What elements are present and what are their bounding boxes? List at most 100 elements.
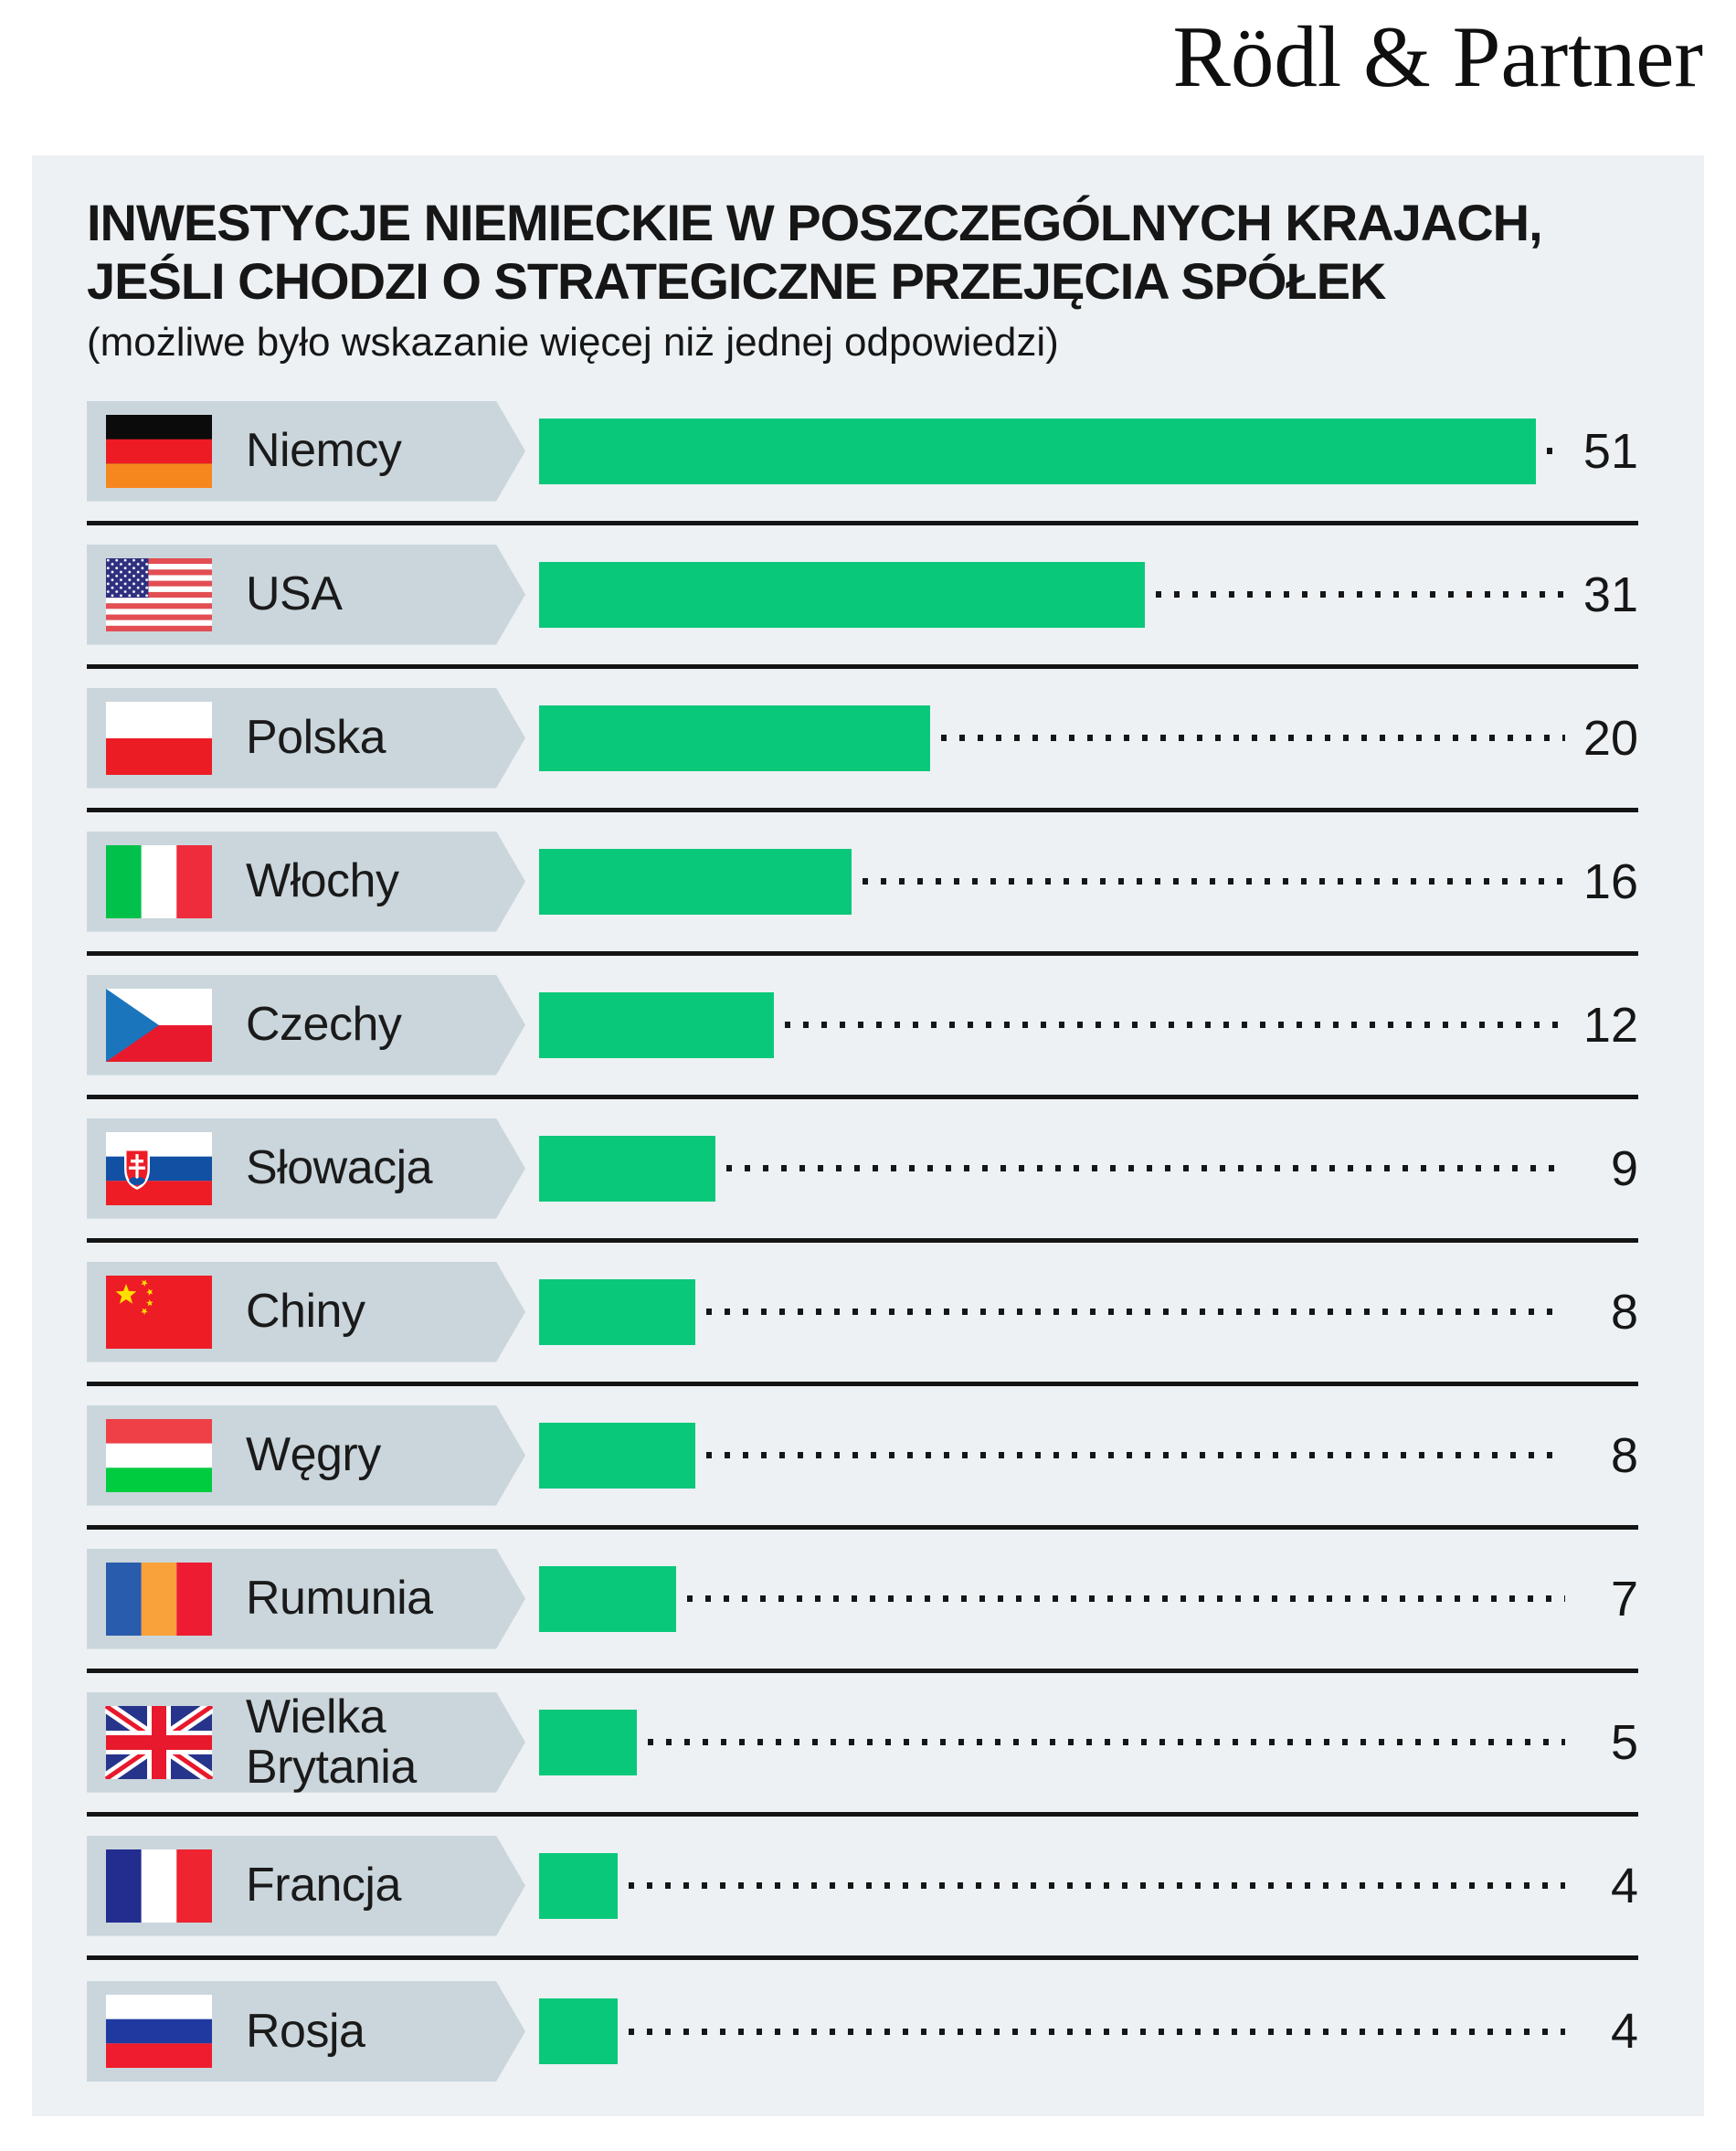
bar bbox=[539, 1998, 618, 2065]
country-label-box: Niemcy bbox=[87, 400, 525, 502]
flag-uk-icon bbox=[105, 1705, 213, 1779]
value-label: 4 bbox=[1610, 2004, 1638, 2060]
bar-area bbox=[525, 1709, 1574, 1775]
flag-italy-icon bbox=[105, 844, 213, 918]
country-label: Słowacja bbox=[246, 1141, 433, 1195]
dotted-leader bbox=[1547, 418, 1565, 484]
country-label-box: Wielka Brytania bbox=[87, 1690, 525, 1794]
chart-panel: INWESTYCJE NIEMIECKIE W POSZCZEGÓLNYCH K… bbox=[32, 155, 1704, 2116]
dotted-leader bbox=[726, 1135, 1565, 1202]
chart-row: Polska 20 bbox=[87, 669, 1638, 812]
country-label-box: Francja bbox=[87, 1835, 525, 1936]
country-label: Chiny bbox=[246, 1285, 365, 1339]
bar-area bbox=[525, 1422, 1574, 1489]
bar bbox=[539, 848, 852, 915]
bar bbox=[539, 418, 1536, 484]
flag-czechia-icon bbox=[105, 988, 213, 1062]
chart-title-line2: JEŚLI CHODZI O STRATEGICZNE PRZEJĘCIA SP… bbox=[87, 251, 1387, 310]
flag-slovakia-icon bbox=[105, 1131, 213, 1205]
flag-romania-icon bbox=[105, 1562, 213, 1636]
bar bbox=[539, 1709, 637, 1775]
flag-hungary-icon bbox=[105, 1418, 213, 1492]
flag-usa-icon bbox=[105, 557, 213, 631]
country-label: Niemcy bbox=[246, 424, 402, 478]
bar-area bbox=[525, 991, 1574, 1058]
bar-area bbox=[525, 848, 1574, 915]
dotted-leader bbox=[706, 1422, 1565, 1489]
chart-row: Niemcy 51 bbox=[87, 382, 1638, 525]
country-label-box: Rosja bbox=[87, 1981, 525, 2082]
value-label: 16 bbox=[1583, 853, 1638, 909]
country-label: Francja bbox=[246, 1859, 401, 1913]
value-label: 12 bbox=[1583, 997, 1638, 1053]
chart-row: Francja 4 bbox=[87, 1817, 1638, 1960]
value-label: 20 bbox=[1583, 710, 1638, 766]
country-label-box: USA bbox=[87, 544, 525, 645]
bar-area bbox=[525, 418, 1574, 484]
bar-area bbox=[525, 561, 1574, 628]
chart-row: Węgry 8 bbox=[87, 1386, 1638, 1530]
chart-row: Czechy 12 bbox=[87, 956, 1638, 1099]
bar bbox=[539, 1278, 695, 1345]
chart-title-line1: INWESTYCJE NIEMIECKIE W POSZCZEGÓLNYCH K… bbox=[87, 194, 1543, 251]
flag-germany-icon bbox=[105, 414, 213, 488]
value-label: 4 bbox=[1610, 1858, 1638, 1913]
bar bbox=[539, 705, 930, 771]
dotted-leader bbox=[706, 1278, 1565, 1345]
value-label: 31 bbox=[1583, 567, 1638, 622]
chart-row: Chiny 8 bbox=[87, 1243, 1638, 1386]
country-label: Włochy bbox=[246, 854, 399, 908]
bar-area bbox=[525, 1998, 1574, 2065]
dotted-leader bbox=[941, 705, 1565, 771]
flag-france-icon bbox=[105, 1849, 213, 1923]
value-label: 9 bbox=[1610, 1140, 1638, 1196]
flag-russia-icon bbox=[105, 1995, 213, 2069]
bar-area bbox=[525, 1278, 1574, 1345]
chart-row: Słowacja 9 bbox=[87, 1099, 1638, 1243]
dotted-leader bbox=[785, 991, 1565, 1058]
bar bbox=[539, 1852, 618, 1919]
country-label-box: Węgry bbox=[87, 1404, 525, 1506]
chart-row: USA 31 bbox=[87, 525, 1638, 669]
country-label: Polska bbox=[246, 711, 386, 765]
bar-area bbox=[525, 1852, 1574, 1919]
dotted-leader bbox=[687, 1565, 1565, 1632]
value-label: 8 bbox=[1610, 1427, 1638, 1483]
country-label: Rumunia bbox=[246, 1572, 433, 1626]
value-label: 8 bbox=[1610, 1284, 1638, 1340]
dotted-leader bbox=[648, 1709, 1565, 1775]
bar bbox=[539, 991, 774, 1058]
bar-area bbox=[525, 705, 1574, 771]
chart-row: Wielka Brytania 5 bbox=[87, 1673, 1638, 1817]
dotted-leader bbox=[629, 1998, 1565, 2065]
bar-area bbox=[525, 1565, 1574, 1632]
country-label: Węgry bbox=[246, 1428, 381, 1482]
company-logo: Rödl & Partner bbox=[1172, 8, 1703, 105]
country-label-box: Słowacja bbox=[87, 1118, 525, 1219]
value-label: 51 bbox=[1583, 423, 1638, 479]
chart-row: Włochy 16 bbox=[87, 812, 1638, 956]
value-label: 5 bbox=[1610, 1714, 1638, 1770]
bar bbox=[539, 561, 1145, 628]
bar bbox=[539, 1135, 715, 1202]
chart-subtitle: (możliwe było wskazanie więcej niż jedne… bbox=[87, 319, 1059, 365]
country-label-box: Polska bbox=[87, 687, 525, 789]
bar-area bbox=[525, 1135, 1574, 1202]
country-label-box: Rumunia bbox=[87, 1548, 525, 1649]
country-label-box: Czechy bbox=[87, 974, 525, 1076]
bar bbox=[539, 1565, 676, 1632]
flag-china-icon bbox=[105, 1275, 213, 1349]
dotted-leader bbox=[863, 848, 1565, 915]
country-label-box: Chiny bbox=[87, 1261, 525, 1362]
value-label: 7 bbox=[1610, 1571, 1638, 1626]
country-label: USA bbox=[246, 567, 343, 621]
chart-title: INWESTYCJE NIEMIECKIE W POSZCZEGÓLNYCH K… bbox=[87, 194, 1638, 311]
country-label: Wielka Brytania bbox=[246, 1690, 417, 1794]
chart-row: Rosja 4 bbox=[87, 1960, 1638, 2103]
country-label-box: Włochy bbox=[87, 831, 525, 932]
chart-row: Rumunia 7 bbox=[87, 1530, 1638, 1673]
dotted-leader bbox=[629, 1852, 1565, 1919]
flag-poland-icon bbox=[105, 701, 213, 775]
bar bbox=[539, 1422, 695, 1489]
country-label: Rosja bbox=[246, 2004, 365, 2058]
